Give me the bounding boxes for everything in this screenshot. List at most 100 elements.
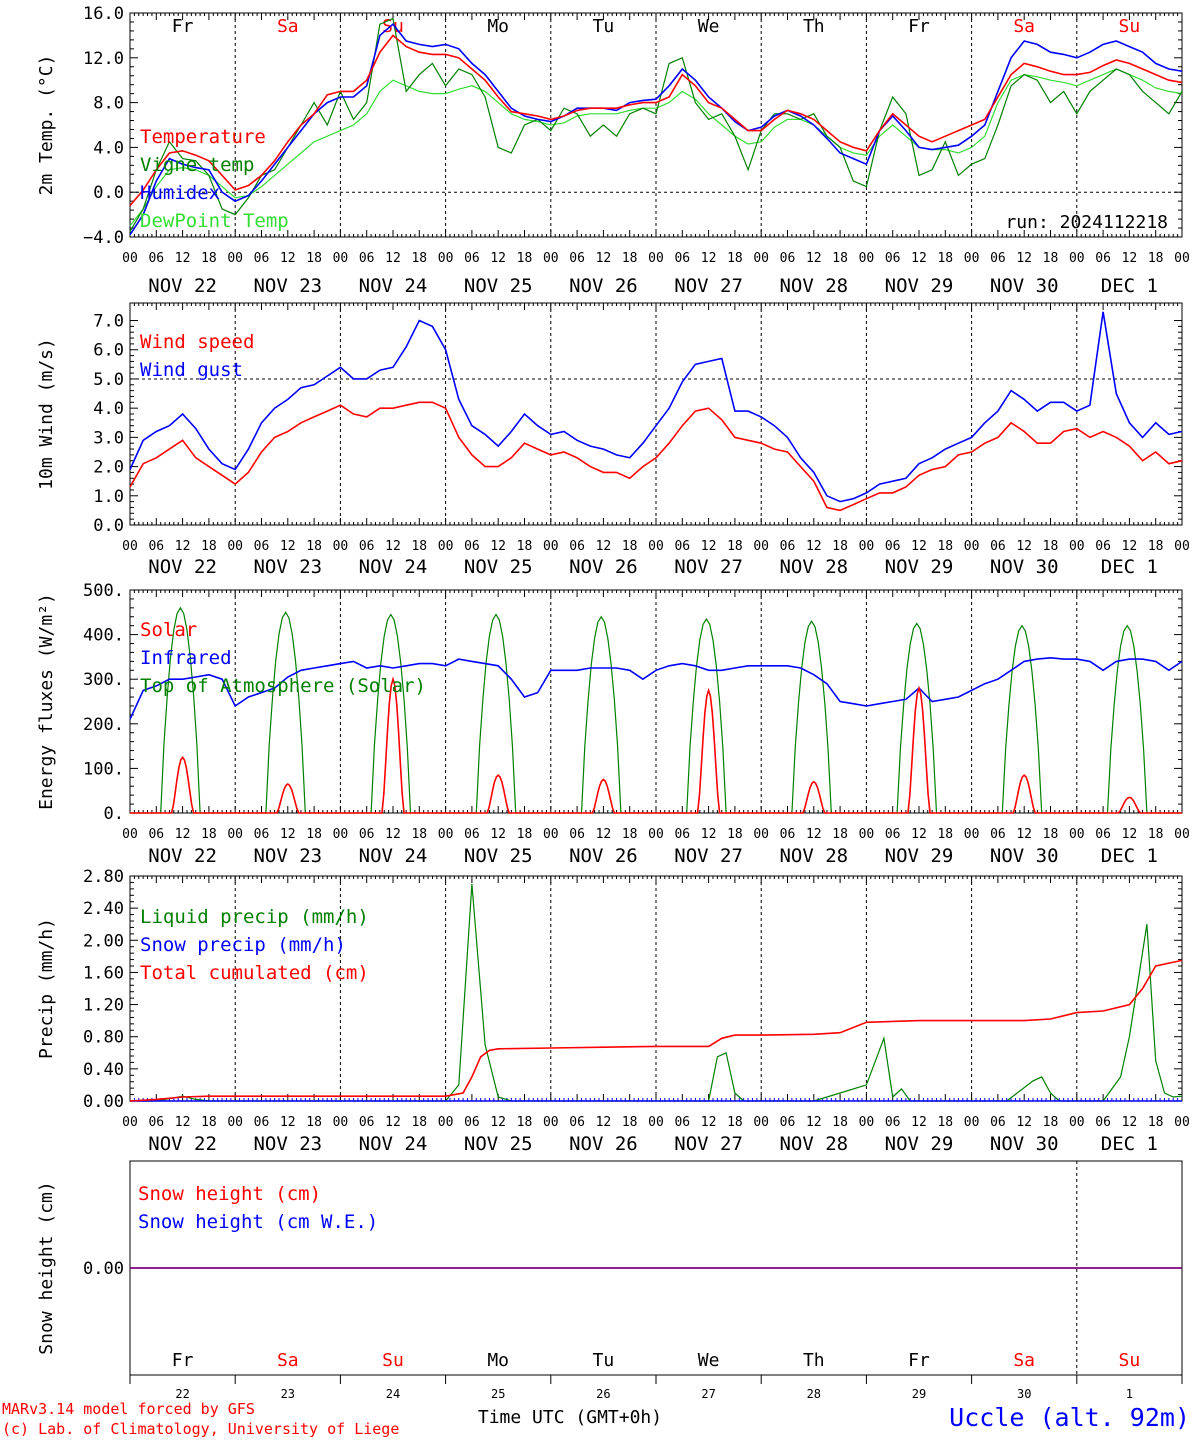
day-number-label: 25 <box>491 1387 505 1401</box>
hour-tick-label: 00 <box>122 1115 138 1130</box>
panel-precip: 2.80 2.40 2.00 1.60 1.20 0.80 0.40 0.00 Precip (… <box>36 867 1190 1155</box>
weekday-label: Th <box>803 16 825 37</box>
hour-tick-label: 18 <box>1043 539 1059 554</box>
hour-tick-label: 00 <box>1069 539 1085 554</box>
date-tick-label: NOV 25 <box>464 556 533 578</box>
hour-tick-label: 06 <box>464 539 480 554</box>
series-line-humidex <box>129 23 1183 236</box>
hour-tick-label: 00 <box>122 539 138 554</box>
hour-tick-label: 18 <box>622 827 638 842</box>
series-line-wind-speed <box>129 401 1183 512</box>
legend-entry: Humidex <box>140 182 220 204</box>
date-tick-label: NOV 29 <box>885 845 954 867</box>
day-number-label: 27 <box>701 1387 715 1401</box>
hour-tick-label: 00 <box>1174 539 1190 554</box>
date-tick-label: NOV 29 <box>885 1133 954 1155</box>
hour-tick-label: 00 <box>648 827 664 842</box>
date-tick-label: NOV 28 <box>779 1133 848 1155</box>
legend-entry: Solar <box>140 619 197 641</box>
hour-tick-label: 00 <box>1069 1115 1085 1130</box>
hour-tick-label: 12 <box>596 1115 612 1130</box>
hour-tick-label: 12 <box>1122 251 1138 266</box>
y-tick-label: −4.0 <box>83 228 124 248</box>
weekday-label: Sa <box>1013 1350 1035 1371</box>
weekday-label: Tu <box>593 1350 615 1371</box>
legend-entry: DewPoint Temp <box>140 210 289 232</box>
hour-tick-label: 00 <box>964 1115 980 1130</box>
hour-tick-label: 18 <box>937 827 953 842</box>
legend-entry: Infrared <box>140 647 232 669</box>
hour-tick-label: 06 <box>990 1115 1006 1130</box>
y-tick-label: 0.00 <box>83 1259 124 1279</box>
hour-tick-label: 12 <box>280 1115 296 1130</box>
hour-tick-label: 00 <box>543 1115 559 1130</box>
hour-tick-label: 18 <box>937 251 953 266</box>
hour-tick-label: 18 <box>727 1115 743 1130</box>
date-tick-label: NOV 24 <box>359 556 428 578</box>
hour-tick-label: 06 <box>359 251 375 266</box>
y-tick-label: 8.0 <box>93 94 124 114</box>
day-number-label: 1 <box>1126 1387 1133 1401</box>
y-tick-label: 300. <box>83 670 124 690</box>
series-line-vigne-temp <box>129 17 1183 232</box>
hour-tick-label: 18 <box>517 1115 533 1130</box>
plot-frame <box>129 12 1183 238</box>
legend-entry: Wind gust <box>140 359 243 381</box>
date-tick-label: NOV 30 <box>990 275 1059 297</box>
hour-tick-label: 00 <box>227 1115 243 1130</box>
plot-frame <box>129 589 1183 814</box>
hour-tick-label: 12 <box>701 251 717 266</box>
weekday-label: Fr <box>172 1350 194 1371</box>
hour-tick-label: 00 <box>1174 827 1190 842</box>
hour-tick-label: 12 <box>385 1115 401 1130</box>
y-tick-label: 0.0 <box>93 516 124 536</box>
hour-tick-label: 06 <box>569 827 585 842</box>
legend-entry: Snow height (cm W.E.) <box>138 1211 378 1233</box>
hour-tick-label: 18 <box>1148 827 1164 842</box>
day-number-label: 28 <box>807 1387 821 1401</box>
hour-tick-label: 18 <box>727 539 743 554</box>
hour-tick-label: 12 <box>1016 539 1032 554</box>
hour-tick-label: 00 <box>1069 251 1085 266</box>
y-tick-label: 100. <box>83 759 124 779</box>
hour-tick-label: 06 <box>885 1115 901 1130</box>
hour-tick-label: 00 <box>333 827 349 842</box>
y-tick-label: 0.0 <box>93 183 124 203</box>
hour-tick-label: 00 <box>438 539 454 554</box>
hour-tick-label: 00 <box>859 827 875 842</box>
date-tick-label: NOV 26 <box>569 275 638 297</box>
hour-tick-label: 12 <box>175 827 191 842</box>
date-tick-label: NOV 28 <box>779 275 848 297</box>
hour-tick-label: 06 <box>254 827 270 842</box>
hour-tick-label: 00 <box>333 1115 349 1130</box>
hour-tick-label: 06 <box>990 827 1006 842</box>
hour-tick-label: 06 <box>464 827 480 842</box>
y-tick-label: 4.0 <box>93 399 124 419</box>
hour-tick-label: 12 <box>490 827 506 842</box>
hour-tick-label: 00 <box>753 1115 769 1130</box>
hour-tick-label: 00 <box>333 251 349 266</box>
hour-tick-label: 06 <box>780 1115 796 1130</box>
hour-tick-label: 12 <box>596 251 612 266</box>
date-tick-label: NOV 26 <box>569 556 638 578</box>
hour-tick-label: 06 <box>359 539 375 554</box>
panel-wind: 7.0 6.0 5.0 4.0 3.0 2.0 1.0 0.0 10m Wind (m/s) 00… <box>36 302 1190 578</box>
hour-tick-label: 18 <box>201 539 217 554</box>
hour-tick-label: 12 <box>911 539 927 554</box>
hour-tick-label: 00 <box>227 251 243 266</box>
date-tick-label: NOV 30 <box>990 556 1059 578</box>
hour-tick-label: 00 <box>964 251 980 266</box>
y-tick-label: 4.0 <box>93 138 124 158</box>
hour-tick-label: 18 <box>306 251 322 266</box>
hour-tick-label: 18 <box>832 539 848 554</box>
legend-entry: Wind speed <box>140 331 254 353</box>
date-tick-label: NOV 25 <box>464 845 533 867</box>
y-tick-label: 1.60 <box>83 963 124 983</box>
hour-tick-label: 06 <box>674 827 690 842</box>
day-number-label: 22 <box>175 1387 189 1401</box>
legend-entry: Snow precip (mm/h) <box>140 934 346 956</box>
station-label: Uccle (alt. 92m) <box>949 1403 1190 1432</box>
hour-tick-label: 12 <box>1016 1115 1032 1130</box>
hour-tick-label: 12 <box>280 539 296 554</box>
